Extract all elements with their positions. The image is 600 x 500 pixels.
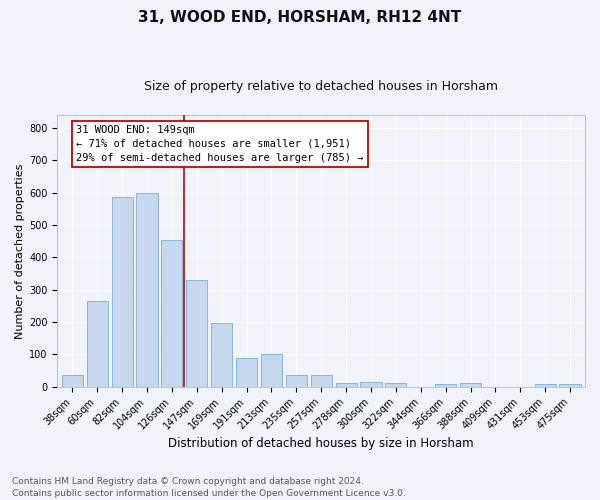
Text: Contains HM Land Registry data © Crown copyright and database right 2024.
Contai: Contains HM Land Registry data © Crown c… xyxy=(12,476,406,498)
Bar xyxy=(385,384,406,386)
Title: Size of property relative to detached houses in Horsham: Size of property relative to detached ho… xyxy=(144,80,498,93)
Bar xyxy=(136,192,158,386)
Bar xyxy=(161,240,182,386)
Bar xyxy=(435,384,456,386)
Bar xyxy=(361,382,382,386)
Bar xyxy=(186,280,208,386)
Bar xyxy=(86,301,108,386)
Bar xyxy=(261,354,282,386)
Bar xyxy=(535,384,556,386)
Bar xyxy=(460,384,481,386)
Bar xyxy=(112,198,133,386)
Bar xyxy=(559,384,581,386)
Bar xyxy=(236,358,257,386)
Bar xyxy=(286,375,307,386)
Text: 31 WOOD END: 149sqm
← 71% of detached houses are smaller (1,951)
29% of semi-det: 31 WOOD END: 149sqm ← 71% of detached ho… xyxy=(76,124,364,162)
Bar xyxy=(311,376,332,386)
Text: 31, WOOD END, HORSHAM, RH12 4NT: 31, WOOD END, HORSHAM, RH12 4NT xyxy=(139,10,461,25)
Bar xyxy=(62,375,83,386)
Bar xyxy=(335,382,356,386)
Bar xyxy=(211,323,232,386)
Y-axis label: Number of detached properties: Number of detached properties xyxy=(15,163,25,338)
X-axis label: Distribution of detached houses by size in Horsham: Distribution of detached houses by size … xyxy=(169,437,474,450)
